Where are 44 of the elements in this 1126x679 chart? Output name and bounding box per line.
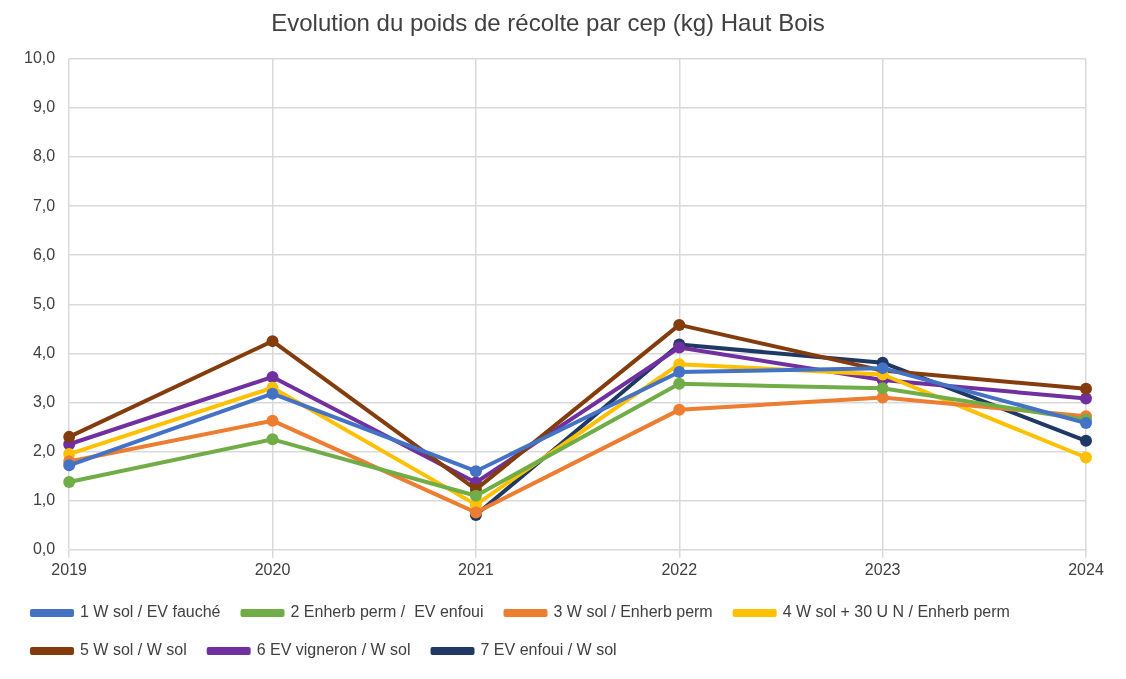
x-tick-label: 2022 (661, 560, 698, 578)
point (1080, 417, 1092, 430)
point (63, 459, 76, 472)
point (266, 387, 279, 400)
y-tick-label: 7,0 (32, 196, 56, 214)
chart-title: Evolution du poids de récolte par cep (kg) Haut Bois (271, 9, 825, 37)
y-tick-label: 10,0 (24, 49, 56, 67)
point (469, 489, 482, 502)
x-tick-label: 2020 (254, 560, 291, 578)
legend-label: 1 W sol / EV fauché (80, 603, 221, 621)
point (63, 476, 76, 489)
y-tick-label: 0,0 (32, 540, 56, 558)
point (469, 465, 482, 478)
legend-label: 3 W sol / Enherb perm (553, 603, 713, 621)
y-tick-label: 9,0 (32, 98, 56, 116)
x-tick-label: 2019 (51, 560, 88, 578)
y-tick-label: 6,0 (32, 245, 56, 263)
legend-label: 6 EV vigneron / W sol (256, 641, 411, 659)
legend-label: 4 W sol + 30 U N / Enherb perm (782, 603, 1010, 621)
x-tick-label: 2023 (864, 560, 901, 578)
point (673, 403, 686, 416)
y-tick-label: 5,0 (32, 294, 56, 312)
y-tick-label: 1,0 (32, 491, 56, 509)
y-tick-label: 2,0 (32, 442, 56, 460)
y-tick-label: 4,0 (32, 343, 56, 361)
point (673, 318, 686, 331)
point (63, 430, 76, 443)
x-tick-label: 2021 (458, 560, 494, 578)
legend-label: 5 W sol / W sol (80, 641, 187, 659)
legend-label: 2 Enherb perm / EV enfoui (290, 603, 484, 621)
point (266, 414, 279, 427)
point (266, 433, 279, 446)
point (673, 366, 686, 379)
point (1080, 382, 1092, 395)
point (1080, 451, 1092, 464)
point (266, 370, 279, 383)
legend-label: 7 EV enfoui / W sol (480, 641, 617, 659)
y-tick-label: 8,0 (32, 147, 56, 165)
point (1080, 434, 1092, 447)
point (876, 382, 889, 395)
y-tick-label: 3,0 (32, 392, 56, 410)
point (673, 377, 686, 390)
x-tick-label: 2024 (1068, 560, 1104, 578)
point (266, 335, 279, 348)
